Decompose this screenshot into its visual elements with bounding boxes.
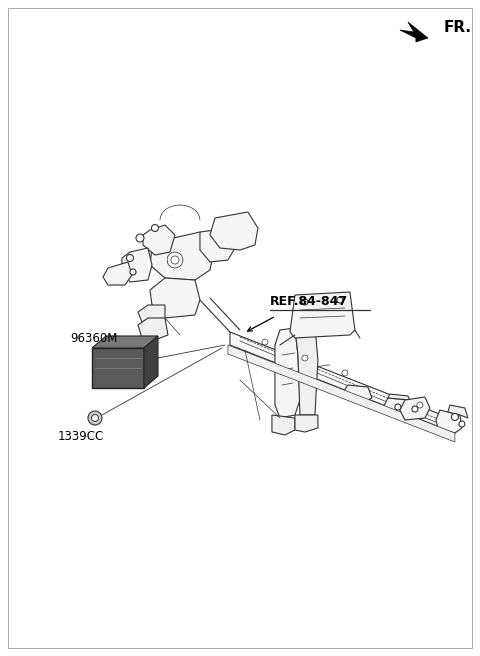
Polygon shape (143, 225, 175, 255)
Circle shape (92, 415, 98, 422)
Circle shape (302, 299, 308, 305)
Polygon shape (92, 348, 144, 388)
Polygon shape (400, 22, 428, 42)
Polygon shape (344, 385, 372, 403)
Polygon shape (295, 415, 318, 432)
Polygon shape (388, 394, 410, 400)
Polygon shape (290, 292, 355, 338)
Polygon shape (122, 248, 152, 282)
Polygon shape (103, 262, 132, 285)
Circle shape (126, 255, 133, 262)
Circle shape (136, 234, 144, 242)
Circle shape (412, 406, 418, 412)
Polygon shape (138, 305, 165, 325)
Polygon shape (210, 212, 258, 250)
Polygon shape (295, 326, 318, 415)
Polygon shape (448, 405, 468, 418)
Circle shape (451, 413, 458, 420)
Polygon shape (150, 232, 215, 280)
Circle shape (342, 370, 348, 376)
Circle shape (152, 224, 158, 232)
Polygon shape (150, 278, 200, 318)
Polygon shape (92, 336, 158, 348)
Circle shape (337, 297, 343, 303)
Text: 1339CC: 1339CC (58, 430, 104, 443)
Circle shape (459, 421, 465, 427)
Circle shape (395, 404, 401, 410)
Circle shape (302, 355, 308, 361)
Polygon shape (228, 345, 455, 442)
Circle shape (171, 256, 179, 264)
Circle shape (417, 402, 423, 408)
Polygon shape (200, 228, 235, 262)
Text: FR.: FR. (444, 20, 472, 35)
Polygon shape (272, 415, 295, 435)
Circle shape (262, 339, 268, 345)
Polygon shape (275, 328, 300, 418)
Circle shape (88, 411, 102, 425)
Polygon shape (400, 397, 430, 420)
Text: 96360M: 96360M (70, 331, 118, 344)
Polygon shape (384, 398, 414, 418)
Polygon shape (230, 332, 455, 433)
Circle shape (130, 269, 136, 275)
Polygon shape (144, 336, 158, 388)
Text: REF.84-847: REF.84-847 (270, 295, 348, 308)
Polygon shape (138, 318, 168, 340)
Polygon shape (436, 410, 462, 433)
